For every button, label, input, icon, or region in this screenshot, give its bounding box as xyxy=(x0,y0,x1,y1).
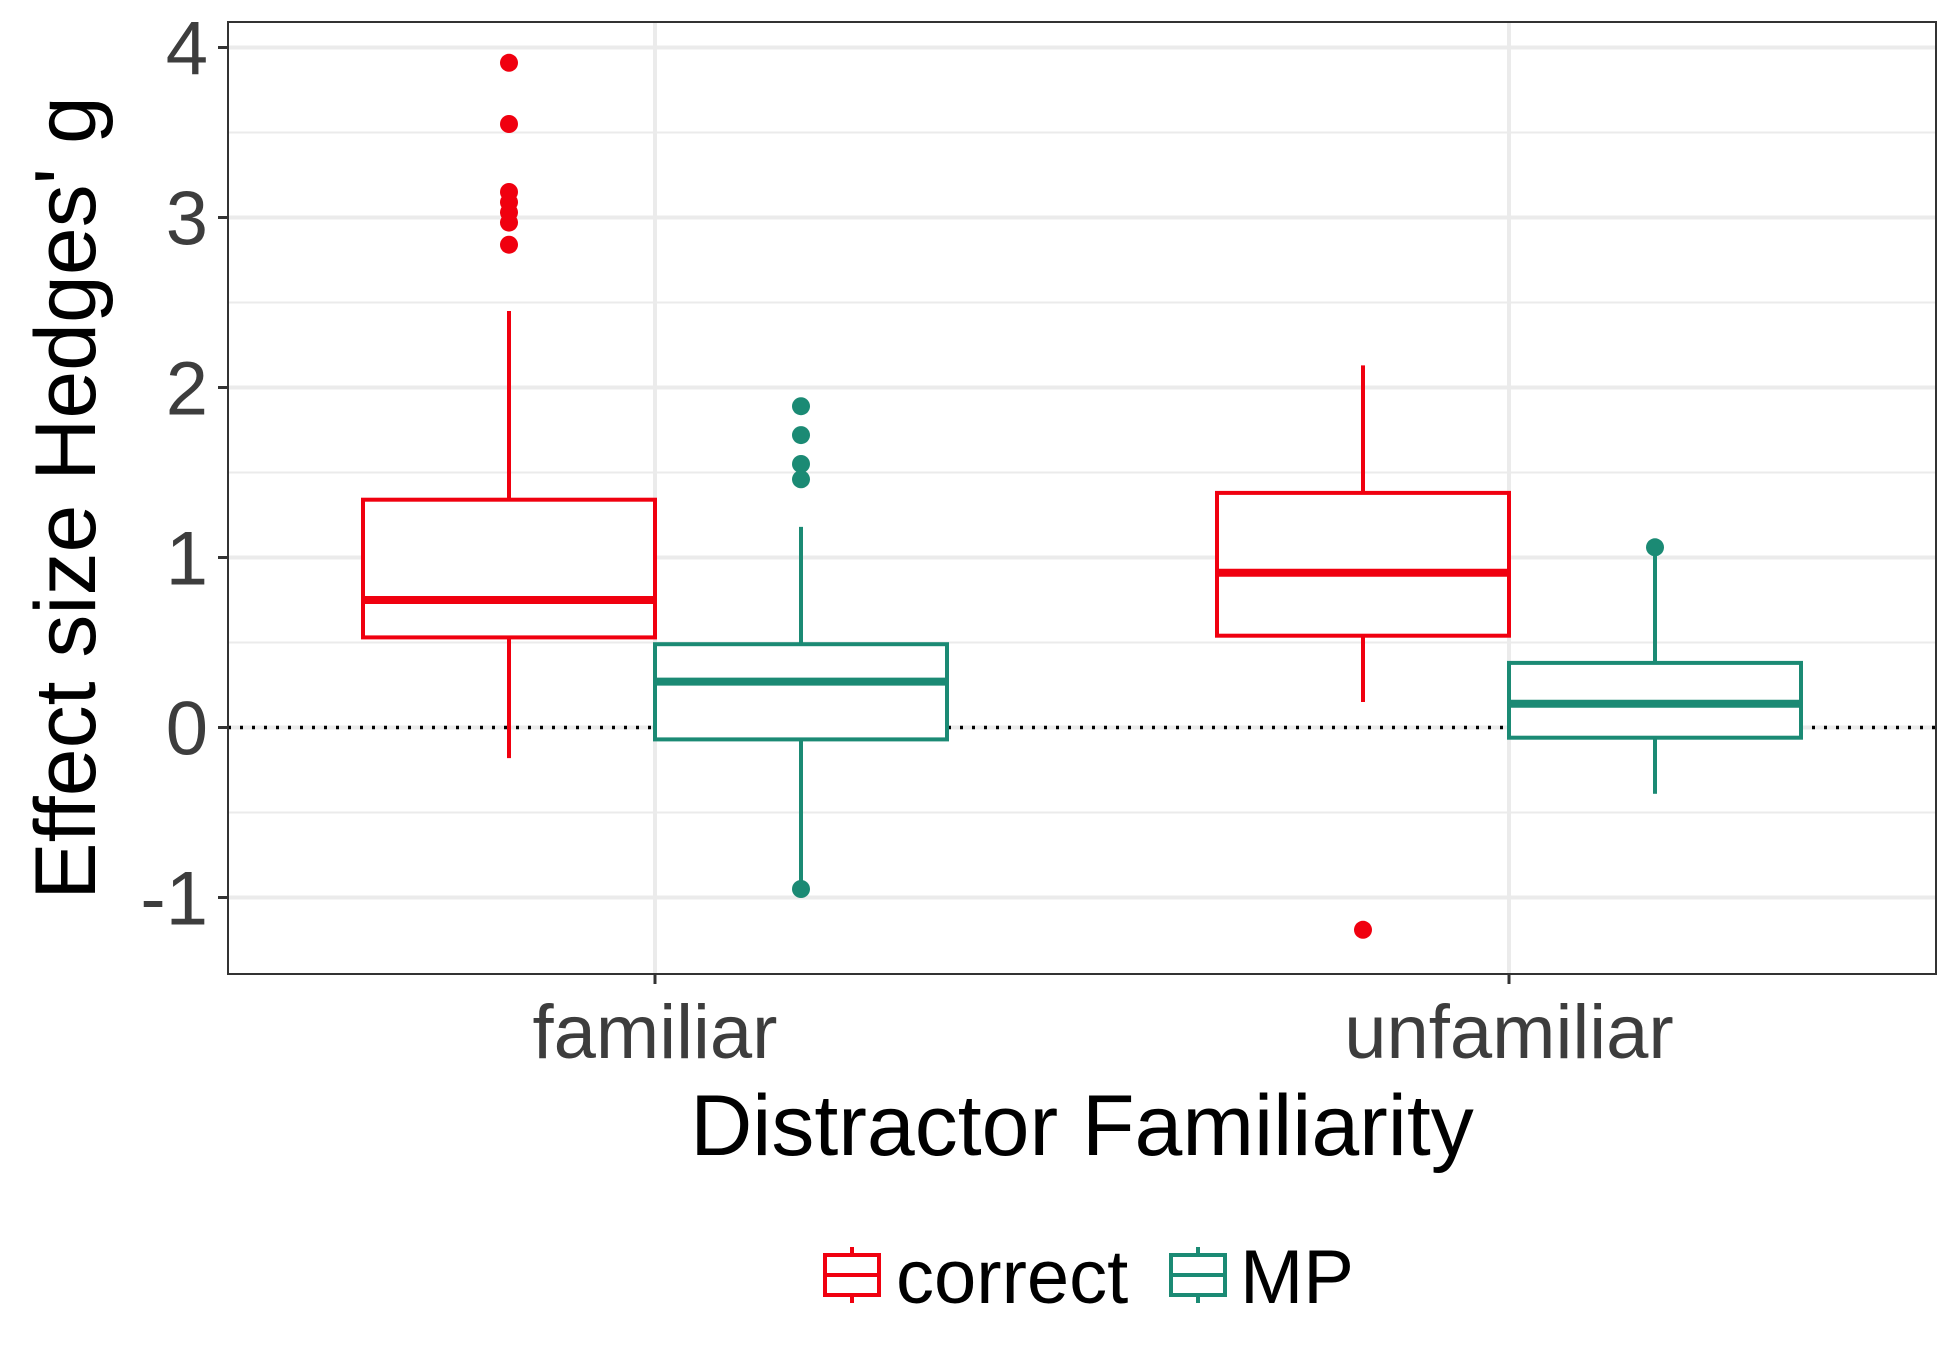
x-tick-label: familiar xyxy=(533,990,778,1075)
legend-key-MP xyxy=(1169,1247,1227,1303)
y-tick-label: 1 xyxy=(166,517,208,602)
outlier-point xyxy=(792,880,810,898)
box-correct-familiar xyxy=(361,53,657,759)
outlier-point xyxy=(792,426,810,445)
legend-item-correct: correct xyxy=(823,1235,1128,1320)
outlier-point xyxy=(792,470,810,489)
y-tick-label: 3 xyxy=(166,177,208,262)
outlier-point xyxy=(500,213,518,232)
plot-panel-border xyxy=(227,21,1937,975)
y-axis-ticks: -1 0 1 2 3 4 xyxy=(140,7,228,942)
legend-item-MP: MP xyxy=(1169,1235,1354,1320)
outlier-point xyxy=(1354,920,1372,939)
legend: correct MP xyxy=(823,1235,1354,1320)
x-axis-ticks: familiar unfamiliar xyxy=(533,974,1674,1075)
outlier-point xyxy=(792,397,810,416)
outlier-point xyxy=(1646,538,1664,557)
outlier-point xyxy=(792,455,810,473)
y-axis-title: Effect size Hedges' g xyxy=(18,96,114,900)
box-iqr xyxy=(653,642,949,742)
box-correct-unfamiliar xyxy=(1215,365,1511,939)
box-iqr xyxy=(361,497,657,640)
x-axis-title: Distractor Familiarity xyxy=(690,1078,1474,1174)
outlier-point xyxy=(500,115,518,133)
box-group xyxy=(361,53,1803,939)
y-tick-label: 0 xyxy=(166,687,208,772)
box-iqr xyxy=(1215,490,1511,638)
y-tick-label: 4 xyxy=(166,7,208,92)
legend-label: correct xyxy=(896,1235,1128,1320)
outlier-point xyxy=(500,53,518,72)
box-MP-unfamiliar xyxy=(1507,538,1803,794)
box-MP-familiar xyxy=(653,397,949,898)
y-tick-label: -1 xyxy=(140,857,208,942)
legend-key-correct xyxy=(823,1247,881,1303)
legend-label: MP xyxy=(1240,1235,1354,1320)
y-tick-label: 2 xyxy=(166,347,208,432)
x-tick-label: unfamiliar xyxy=(1344,990,1673,1075)
outlier-point xyxy=(500,235,518,254)
